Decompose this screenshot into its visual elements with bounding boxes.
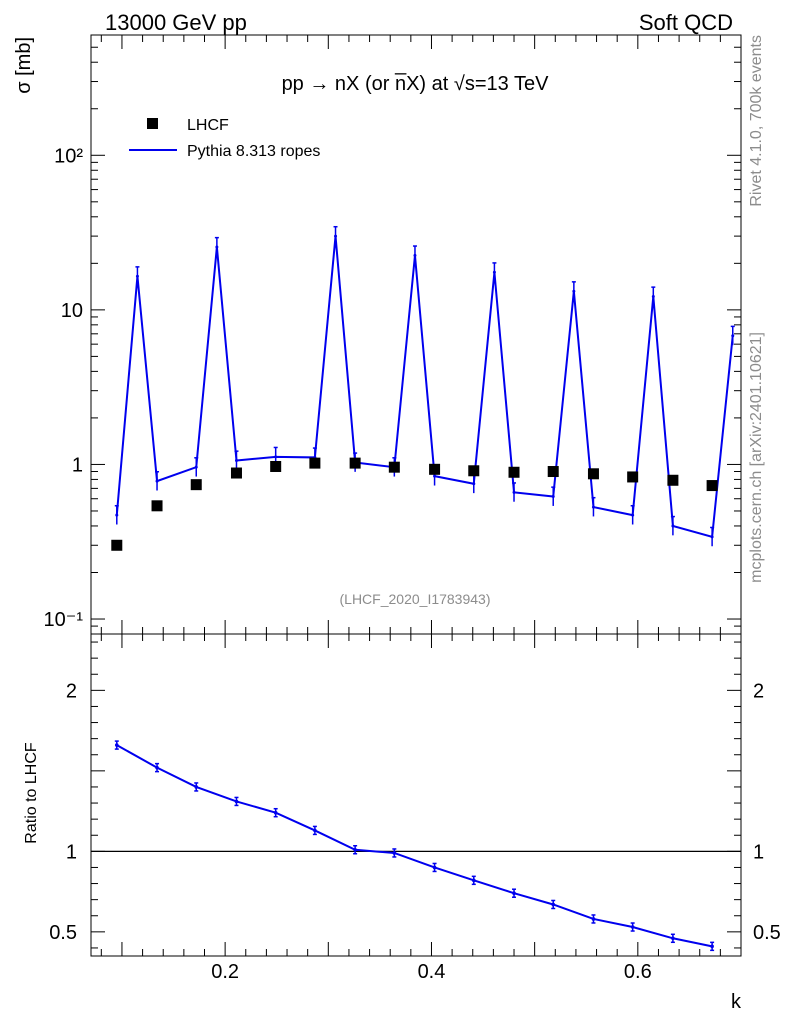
data-point [388,461,400,473]
ratio-point [234,799,239,804]
ratio-y-tick-label-left: 2 [66,680,77,702]
ratio-y-tick-label-right: 2 [753,680,764,702]
main-panel: 10⁻¹ 1 10 10² σ [mb] pp → nX (or n̅X) at √s… [13,34,742,635]
ratio-point [353,847,357,852]
mc-point [512,490,516,494]
ratio-point [155,765,159,770]
main-y-tick-labels: 10⁻¹ 1 10 10² [44,145,84,631]
data-point [706,480,718,492]
header-left: 13000 GeV pp [105,10,247,35]
ratio-point [551,902,556,907]
mc-point [651,295,655,299]
data-point [587,468,599,480]
data-series [111,457,718,551]
ratio-series [114,740,715,952]
data-point [309,457,321,469]
legend: LHCF Pythia 8.313 ropes [129,117,320,160]
data-point [190,479,202,491]
mc-point [115,513,119,517]
mc-point [591,505,595,509]
x-axis-label: k [731,991,742,1013]
ratio-point [710,944,714,949]
mc-point [194,465,198,469]
ratio-y-tick-label-left: 0.5 [49,922,77,944]
legend-data-label: LHCF [187,117,229,134]
x-tick-label: 0.2 [211,961,239,983]
data-point [151,500,163,512]
mc-point [472,482,476,486]
data-point [349,457,361,469]
ratio-axis-ticks [91,634,742,956]
ratio-panel: 0.5 0.5 1 1 2 2 0.2 0.4 0.6 Ratio to LHCF k [23,633,781,1013]
main-axis-ticks [91,34,742,635]
ratio-line [116,744,713,948]
mc-point [334,234,338,238]
mcplots-reference-label: mcplots.cern.ch [arXiv:2401.10621] [748,332,765,583]
mc-point [413,253,417,257]
x-tick-label: 0.6 [624,961,652,983]
ratio-y-tick-label-right: 0.5 [753,922,781,944]
mc-point [135,274,139,278]
header-right: Soft QCD [639,10,733,35]
data-point [627,471,639,483]
ratio-point [591,917,596,921]
rivet-version-label: Rivet 4.1.0, 700k events [748,35,765,207]
main-y-tick-label: 10² [54,145,83,167]
mc-series [114,225,735,547]
main-y-tick-label: 10⁻¹ [44,609,84,631]
mc-point [631,513,635,517]
ratio-point [273,810,278,815]
data-point [429,463,441,475]
ratio-point [194,785,199,789]
ratio-point [671,936,675,941]
mc-point [551,495,555,499]
mc-point [492,270,496,274]
data-point [230,467,242,479]
data-point [667,474,679,486]
legend-data-marker [147,118,158,129]
ratio-point [512,891,516,896]
mc-point [710,535,714,539]
ratio-y-axis-label: Ratio to LHCF [23,742,40,844]
ratio-y-tick-label-right: 1 [753,841,764,863]
x-tick-label: 0.4 [418,961,446,983]
ratio-point [630,925,635,929]
data-point [111,539,123,551]
ratio-point [432,865,437,870]
data-point [508,466,520,478]
mc-point [433,474,437,478]
mc-point [155,479,159,483]
mc-point [215,245,219,249]
main-y-tick-label: 10 [61,300,83,322]
mc-point [274,455,278,459]
main-y-tick-label: 1 [72,454,83,476]
mc-line [115,236,734,539]
data-point [547,466,559,478]
ratio-y-tick-label-left: 1 [66,841,77,863]
ratio-point [114,743,119,747]
y-axis-label: σ [mb] [13,37,35,94]
ratio-frame [90,633,742,957]
ratio-y-tick-labels: 0.5 0.5 1 1 2 2 [49,680,781,944]
mc-point [572,289,576,293]
data-point [270,460,282,472]
ratio-point [392,851,397,855]
mc-point [671,524,675,528]
x-tick-labels: 0.2 0.4 0.6 [211,961,652,983]
analysis-label: (LHCF_2020_I1783943) [340,591,491,607]
legend-mc-label: Pythia 8.313 ropes [187,143,320,160]
mc-point [234,459,238,463]
ratio-point [313,828,317,833]
mc-point [731,334,735,338]
data-point [468,465,480,477]
ratio-point [471,878,476,883]
chart-title: pp → nX (or n̅X) at √s=13 TeV [282,72,550,95]
